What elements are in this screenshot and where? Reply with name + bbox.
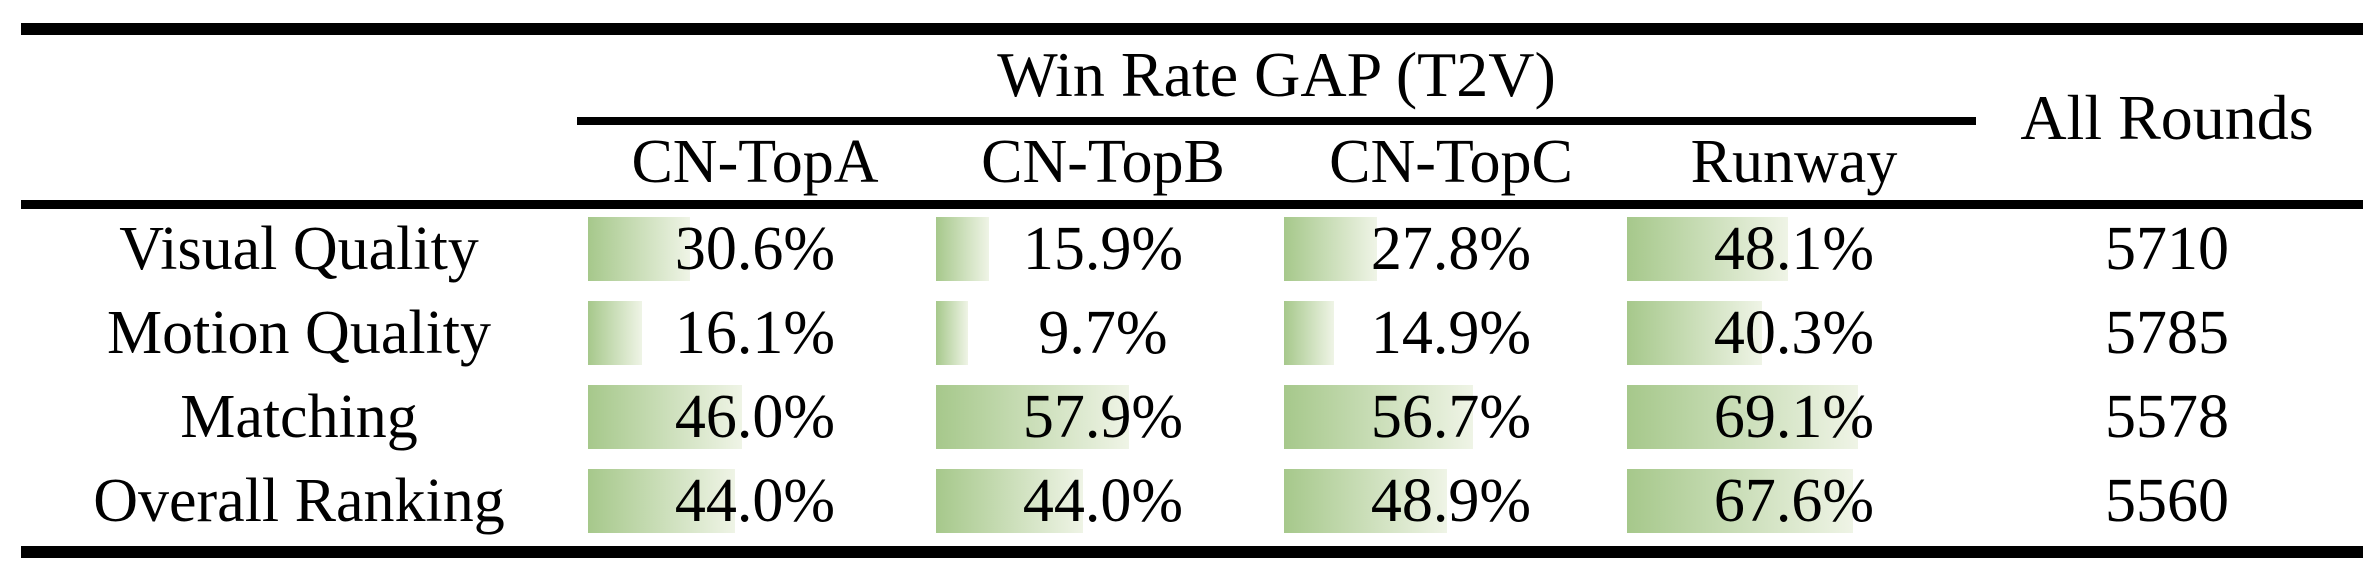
top-rule bbox=[21, 23, 2363, 35]
cell-value: 30.6% bbox=[674, 214, 836, 283]
table-cell: 16.1% bbox=[588, 291, 922, 375]
cell-value: 15.9% bbox=[1022, 214, 1184, 283]
all-rounds-header: All Rounds bbox=[2020, 81, 2314, 153]
table-cell: 27.8% bbox=[1284, 207, 1618, 291]
cell-value: 48.9% bbox=[1370, 466, 1532, 535]
table-cell: 44.0% bbox=[936, 459, 1270, 543]
cell-value: 14.9% bbox=[1370, 298, 1532, 367]
table-cell: 40.3% bbox=[1627, 291, 1961, 375]
data-bar bbox=[588, 469, 735, 533]
cell-value: 67.6% bbox=[1713, 466, 1875, 535]
table-cell: 48.1% bbox=[1627, 207, 1961, 291]
data-bar bbox=[588, 385, 742, 449]
cell-value: 16.1% bbox=[674, 298, 836, 367]
all-rounds-value: 5785 bbox=[2105, 298, 2229, 367]
data-bar bbox=[588, 301, 642, 365]
table-cell: 46.0% bbox=[588, 375, 922, 459]
table-cell: 44.0% bbox=[588, 459, 922, 543]
bottom-rule bbox=[21, 546, 2363, 558]
data-bar bbox=[1627, 469, 1853, 533]
data-bar bbox=[1627, 301, 1762, 365]
table-cell: 9.7% bbox=[936, 291, 1270, 375]
data-bar bbox=[936, 217, 990, 281]
all-rounds-value: 5710 bbox=[2105, 214, 2229, 283]
cell-value: 69.1% bbox=[1713, 382, 1875, 451]
table-cell: 57.9% bbox=[936, 375, 1270, 459]
table-cell: 15.9% bbox=[936, 207, 1270, 291]
header-rule bbox=[21, 200, 2363, 209]
all-rounds-value: 5578 bbox=[2105, 382, 2229, 451]
data-bar bbox=[936, 385, 1130, 449]
row-label-visual-quality: Visual Quality bbox=[119, 214, 479, 283]
table-cell: 30.6% bbox=[588, 207, 922, 291]
title-underline-rule bbox=[577, 117, 1976, 125]
cell-value: 57.9% bbox=[1022, 382, 1184, 451]
data-bar bbox=[588, 217, 691, 281]
table-cell: 14.9% bbox=[1284, 291, 1618, 375]
table-cell: 69.1% bbox=[1627, 375, 1961, 459]
cell-value: 44.0% bbox=[674, 466, 836, 535]
cell-value: 27.8% bbox=[1370, 214, 1532, 283]
data-bar bbox=[936, 301, 969, 365]
cell-value: 46.0% bbox=[674, 382, 836, 451]
column-header-cn-topa: CN-TopA bbox=[631, 127, 879, 196]
cell-value: 56.7% bbox=[1370, 382, 1532, 451]
cell-value: 9.7% bbox=[1038, 298, 1168, 367]
data-bar bbox=[1284, 385, 1474, 449]
cell-value: 48.1% bbox=[1713, 214, 1875, 283]
data-bar bbox=[1627, 385, 1858, 449]
data-bar bbox=[1627, 217, 1788, 281]
table-cell: 48.9% bbox=[1284, 459, 1618, 543]
data-bar bbox=[1284, 469, 1448, 533]
table-cell: 56.7% bbox=[1284, 375, 1618, 459]
cell-value: 44.0% bbox=[1022, 466, 1184, 535]
column-header-runway: Runway bbox=[1690, 127, 1898, 196]
data-bar bbox=[1284, 217, 1377, 281]
row-label-overall-ranking: Overall Ranking bbox=[93, 466, 505, 535]
data-bar bbox=[1284, 301, 1334, 365]
column-header-cn-topc: CN-TopC bbox=[1329, 127, 1573, 196]
row-label-motion-quality: Motion Quality bbox=[106, 298, 492, 367]
table-cell: 67.6% bbox=[1627, 459, 1961, 543]
all-rounds-value: 5560 bbox=[2105, 466, 2229, 535]
cell-value: 40.3% bbox=[1713, 298, 1875, 367]
column-header-cn-topb: CN-TopB bbox=[981, 127, 1225, 196]
row-label-matching: Matching bbox=[180, 382, 418, 451]
table-title: Win Rate GAP (T2V) bbox=[997, 39, 1556, 110]
data-bar bbox=[936, 469, 1083, 533]
